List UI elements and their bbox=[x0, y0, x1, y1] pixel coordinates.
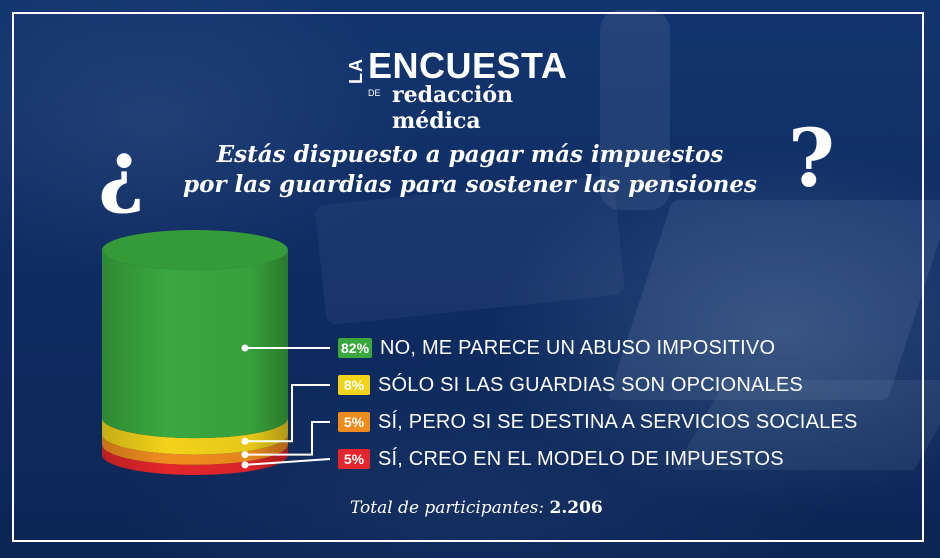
question-text: Estás dispuesto a pagar más impuestos po… bbox=[150, 140, 790, 200]
data-label-4: 5% bbox=[338, 449, 370, 469]
data-label-2: 8% bbox=[338, 375, 370, 395]
leader-line-4 bbox=[244, 458, 331, 466]
legend-item-1: 82% NO, ME PARECE UN ABUSO IMPOSITIVO bbox=[338, 337, 775, 359]
leader-dot-4 bbox=[241, 461, 249, 469]
legend-item-2: 8% SÓLO SI LAS GUARDIAS SON OPCIONALES bbox=[338, 374, 803, 396]
total-value: 2.206 bbox=[549, 498, 603, 518]
legend-label-1: NO, ME PARECE UN ABUSO IMPOSITIVO bbox=[380, 336, 776, 359]
question-line-1: Estás dispuesto a pagar más impuestos bbox=[216, 141, 724, 168]
legend-item-4: 5% SÍ, CREO EN EL MODELO DE IMPUESTOS bbox=[338, 448, 784, 470]
leader-line-2 bbox=[245, 384, 330, 443]
leader-line-3 bbox=[245, 421, 330, 456]
leader-dot-3 bbox=[241, 451, 249, 459]
question-open-mark: ¿ bbox=[98, 123, 145, 217]
brand-logo: LA ENCUESTA DE redacción médica bbox=[340, 45, 600, 135]
total-participants: Total de participantes: 2.206 bbox=[350, 498, 603, 518]
legend-item-3: 5% SÍ, PERO SI SE DESTINA A SERVICIOS SO… bbox=[338, 411, 858, 433]
brand-de: DE bbox=[368, 88, 381, 98]
data-label-1: 82% bbox=[338, 338, 373, 358]
background-bottle bbox=[600, 10, 670, 210]
white-frame bbox=[12, 12, 924, 542]
question-close-mark: ? bbox=[788, 111, 835, 205]
cylinder-top bbox=[102, 230, 288, 270]
legend-label-4: SÍ, CREO EN EL MODELO DE IMPUESTOS bbox=[378, 447, 784, 470]
cylinder-shading bbox=[102, 250, 288, 475]
leader-dot-2 bbox=[241, 437, 249, 445]
data-label-3: 5% bbox=[338, 412, 370, 432]
legend-label-3: SÍ, PERO SI SE DESTINA A SERVICIOS SOCIA… bbox=[378, 410, 858, 433]
leader-dot-1 bbox=[241, 344, 249, 352]
legend-label-2: SÓLO SI LAS GUARDIAS SON OPCIONALES bbox=[378, 373, 803, 396]
brand-title: ENCUESTA bbox=[368, 45, 568, 86]
total-label: Total de participantes: bbox=[350, 498, 545, 518]
brand-subtitle: redacción médica bbox=[392, 82, 514, 134]
question-line-2: por las guardias para sostener las pensi… bbox=[182, 171, 757, 198]
